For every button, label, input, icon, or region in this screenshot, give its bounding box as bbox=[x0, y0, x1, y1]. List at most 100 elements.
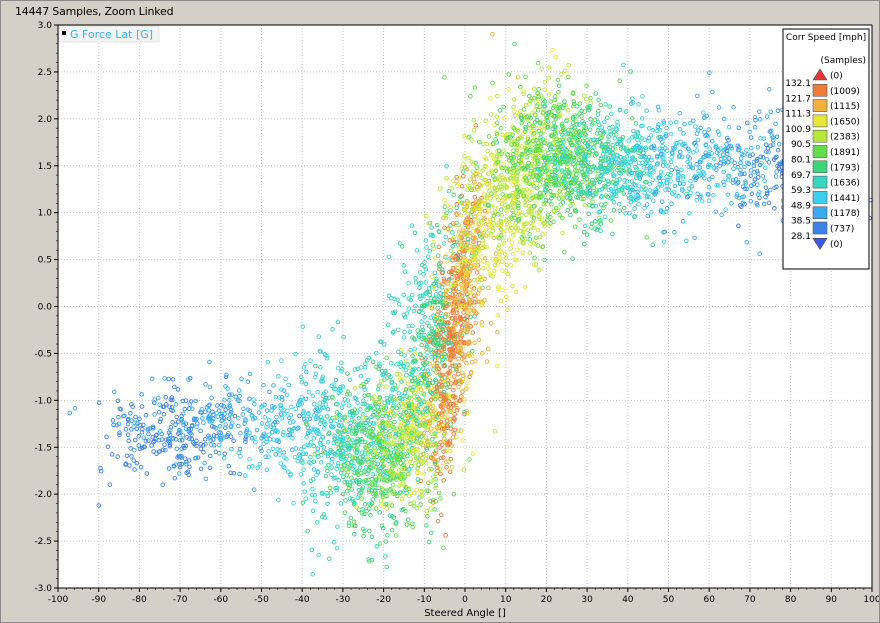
data-point bbox=[672, 230, 677, 235]
data-point bbox=[524, 187, 530, 192]
data-point bbox=[537, 216, 542, 222]
data-point bbox=[617, 177, 622, 182]
data-point bbox=[179, 437, 185, 443]
data-point bbox=[694, 148, 700, 153]
data-point bbox=[458, 212, 464, 218]
data-point bbox=[501, 104, 506, 110]
data-point bbox=[307, 460, 312, 465]
data-point bbox=[264, 408, 270, 413]
data-point bbox=[389, 409, 394, 414]
data-point bbox=[432, 394, 438, 400]
data-point bbox=[386, 469, 392, 474]
data-point bbox=[663, 145, 668, 151]
data-point bbox=[602, 183, 608, 188]
data-point bbox=[412, 336, 417, 341]
data-point bbox=[310, 572, 315, 577]
data-point bbox=[647, 181, 652, 187]
data-point bbox=[442, 375, 447, 380]
data-point bbox=[465, 259, 471, 264]
data-point bbox=[402, 401, 407, 406]
data-point bbox=[327, 556, 332, 561]
data-point bbox=[374, 350, 379, 356]
data-point bbox=[393, 454, 398, 459]
data-point bbox=[393, 520, 399, 525]
data-point bbox=[173, 462, 179, 467]
data-point bbox=[447, 441, 453, 446]
data-point bbox=[739, 151, 745, 157]
data-point bbox=[454, 183, 460, 189]
data-point bbox=[582, 167, 588, 172]
data-point bbox=[399, 396, 405, 402]
data-point bbox=[559, 155, 565, 160]
data-point bbox=[131, 424, 136, 430]
data-point bbox=[356, 507, 362, 513]
data-point bbox=[776, 141, 782, 147]
data-point bbox=[761, 136, 767, 141]
data-point bbox=[497, 255, 502, 260]
data-point bbox=[394, 456, 399, 462]
data-point bbox=[441, 389, 447, 395]
data-point bbox=[357, 438, 362, 443]
data-point bbox=[304, 417, 310, 422]
data-point bbox=[349, 430, 354, 436]
data-point bbox=[256, 410, 262, 415]
data-point bbox=[443, 314, 448, 320]
data-point bbox=[535, 166, 541, 172]
data-point bbox=[385, 398, 390, 404]
data-point bbox=[301, 408, 306, 414]
data-point bbox=[655, 160, 661, 166]
data-point bbox=[486, 185, 491, 191]
data-point bbox=[695, 137, 701, 143]
data-point bbox=[347, 465, 352, 471]
data-point bbox=[174, 414, 179, 420]
data-point bbox=[377, 361, 382, 367]
data-point bbox=[531, 204, 537, 209]
data-point bbox=[494, 132, 500, 137]
data-point bbox=[590, 137, 596, 143]
data-point bbox=[531, 184, 537, 189]
data-point bbox=[484, 359, 490, 364]
data-point bbox=[250, 413, 255, 419]
data-point bbox=[207, 402, 212, 407]
data-point bbox=[612, 173, 617, 178]
data-point bbox=[439, 337, 444, 342]
data-point bbox=[603, 158, 608, 163]
data-point bbox=[616, 139, 622, 144]
data-point bbox=[770, 135, 776, 140]
data-point bbox=[465, 327, 470, 332]
data-point bbox=[644, 168, 650, 174]
data-point bbox=[373, 506, 379, 511]
data-point bbox=[385, 322, 391, 328]
data-point bbox=[391, 462, 396, 467]
data-point bbox=[511, 212, 516, 218]
data-point bbox=[422, 362, 427, 367]
data-point bbox=[449, 352, 454, 357]
data-point bbox=[413, 388, 419, 393]
data-point bbox=[611, 154, 616, 160]
data-point bbox=[547, 65, 552, 70]
data-point bbox=[358, 471, 364, 476]
data-point bbox=[460, 303, 466, 309]
data-point bbox=[456, 246, 461, 251]
data-point bbox=[326, 462, 331, 468]
data-point bbox=[419, 303, 425, 309]
data-point bbox=[386, 293, 392, 299]
data-point bbox=[258, 446, 263, 451]
data-point bbox=[757, 251, 762, 256]
data-point bbox=[335, 460, 341, 466]
data-point bbox=[562, 180, 568, 185]
data-point bbox=[454, 407, 460, 413]
data-point bbox=[323, 402, 329, 407]
data-point bbox=[495, 222, 500, 228]
data-point bbox=[261, 441, 266, 446]
data-point bbox=[550, 159, 555, 164]
data-point bbox=[340, 384, 346, 389]
data-point bbox=[415, 479, 421, 484]
data-point bbox=[353, 447, 358, 453]
data-point bbox=[763, 165, 768, 171]
data-point bbox=[454, 211, 459, 216]
data-point bbox=[424, 245, 429, 250]
data-point bbox=[621, 62, 626, 68]
data-point bbox=[360, 450, 365, 455]
